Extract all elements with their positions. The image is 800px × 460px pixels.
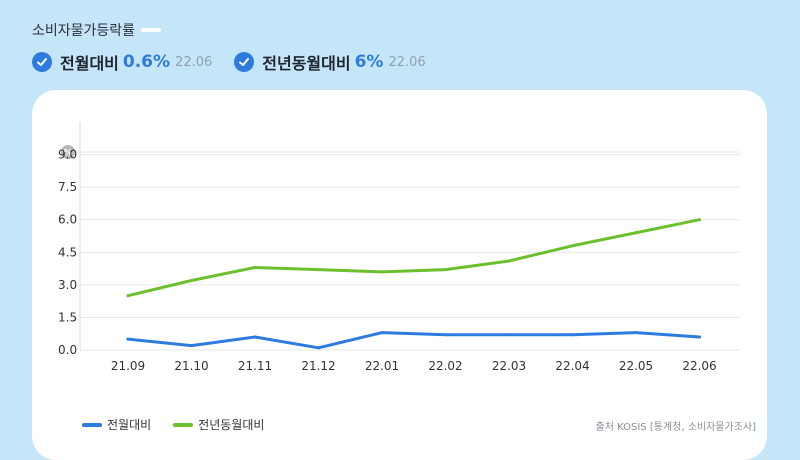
stat-date: 22.06 <box>175 54 213 70</box>
stat-date: 22.06 <box>388 54 426 70</box>
data-point <box>253 335 257 339</box>
data-point <box>380 331 384 335</box>
y-tick-label: 0.0 <box>58 343 77 357</box>
stat-label: 전월대비 <box>60 54 119 73</box>
header: 소비자물가등락률 전월대비 0.6% 22.06 전년동월대비 6% 22.06 <box>32 20 448 74</box>
data-point <box>571 333 574 337</box>
data-point <box>444 333 447 337</box>
legend-swatch <box>173 422 194 427</box>
y-axis-unit: % <box>63 149 72 159</box>
line-chart: %0.01.53.04.56.07.59.0 21.09 21.10 21.11 21… <box>58 122 740 373</box>
x-tick-label: 22.05 <box>619 359 653 373</box>
legend: 전월대비 전년동월대비 <box>82 416 286 433</box>
legend-label: 전년동월대비 <box>198 418 265 432</box>
x-tick-label: 21.10 <box>174 359 208 373</box>
legend-item-mom: 전월대비 <box>82 416 151 433</box>
x-axis-ticks: 21.09 21.10 21.11 21.12 22.01 22.02 22.03 22.04… <box>111 359 717 373</box>
unit-badge <box>61 145 75 159</box>
data-point <box>698 218 701 222</box>
y-tick-label: 9.0 <box>58 148 77 162</box>
data-point <box>698 335 701 339</box>
check-icon <box>234 52 255 72</box>
source-note: 출처 KOSIS [통계청, 소비자물가조사] <box>595 422 756 433</box>
data-point <box>126 337 130 341</box>
x-tick-label: 22.02 <box>428 359 462 373</box>
data-point <box>571 244 574 248</box>
check-icon <box>32 52 52 72</box>
series-line-0 <box>126 331 701 350</box>
chart-title-row: 소비자물가등락률 <box>32 20 448 40</box>
legend-item-yoy: 전년동월대비 <box>173 416 264 433</box>
y-tick-label: 7.5 <box>58 180 77 194</box>
title-decoration <box>141 28 162 32</box>
grid <box>79 122 740 351</box>
x-tick-label: 21.09 <box>111 359 145 373</box>
y-tick-label: 1.5 <box>58 310 77 324</box>
stat-value: 6% <box>354 52 384 72</box>
data-point <box>444 268 447 272</box>
data-point <box>317 346 320 350</box>
stat-yoy: 전년동월대비 6% 22.06 <box>234 50 426 74</box>
x-tick-label: 22.01 <box>365 359 399 373</box>
data-point <box>126 294 130 298</box>
x-tick-label: 21.12 <box>301 359 335 373</box>
y-tick-label: 3.0 <box>58 278 77 292</box>
data-point <box>190 344 193 348</box>
data-point <box>634 231 638 235</box>
stat-value: 0.6% <box>122 52 171 72</box>
y-axis-ticks: % 0.0 1.5 3.0 4.5 6.0 7.5 9.0 <box>58 145 77 357</box>
data-point <box>507 333 511 337</box>
data-point <box>380 270 384 274</box>
data-point <box>634 331 638 335</box>
series-line-1 <box>126 218 701 298</box>
series <box>126 218 701 350</box>
chart-title: 소비자물가등락률 <box>32 23 136 39</box>
x-tick-label: 22.03 <box>492 359 526 373</box>
x-tick-label: 22.06 <box>682 359 716 373</box>
data-point <box>253 265 257 269</box>
x-tick-label: 22.04 <box>555 359 589 373</box>
legend-label: 전월대비 <box>107 418 152 432</box>
stats-row: 전월대비 0.6% 22.06 전년동월대비 6% 22.06 <box>32 50 448 74</box>
y-tick-label: 6.0 <box>58 213 77 227</box>
y-tick-label: 4.5 <box>58 245 77 259</box>
legend-swatch <box>82 422 102 427</box>
data-point <box>190 279 193 283</box>
data-point <box>507 259 511 263</box>
stat-mom: 전월대비 0.6% 22.06 <box>32 50 212 74</box>
stat-label: 전년동월대비 <box>262 54 351 73</box>
x-tick-label: 21.11 <box>238 359 272 373</box>
data-point <box>317 268 320 272</box>
